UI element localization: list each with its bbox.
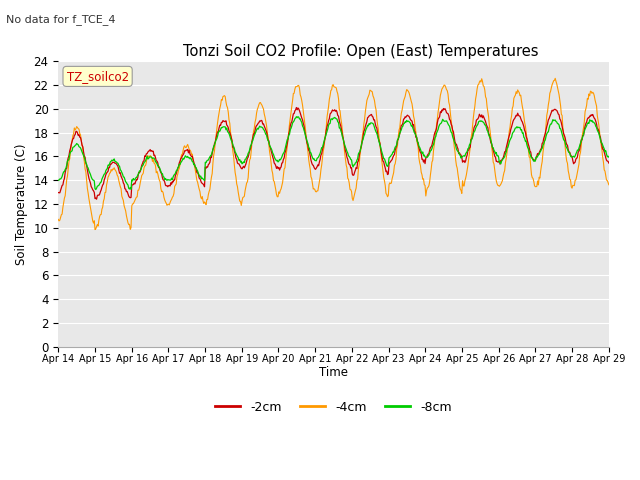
-4cm [552,75,559,81]
-4cm [401,94,409,99]
Legend: -2cm, -4cm, -8cm: -2cm, -4cm, -8cm [210,396,457,419]
-2cm [54,190,62,195]
-4cm [91,227,99,232]
-4cm [54,216,62,222]
-2cm [122,186,129,192]
Line: -8cm: -8cm [58,117,609,190]
Title: Tonzi Soil CO2 Profile: Open (East) Temperatures: Tonzi Soil CO2 Profile: Open (East) Temp… [183,44,539,59]
-2cm [292,105,300,110]
Line: -4cm: -4cm [58,78,609,229]
-2cm [605,160,612,166]
X-axis label: Time: Time [319,366,348,379]
-8cm [418,151,426,156]
-2cm [418,156,426,162]
-8cm [178,159,186,165]
-2cm [207,155,214,160]
-8cm [402,120,410,125]
-2cm [65,155,72,161]
-4cm [65,166,72,171]
-4cm [605,182,612,188]
Text: TZ_soilco2: TZ_soilco2 [67,70,129,83]
-8cm [122,179,129,185]
-8cm [207,153,214,158]
-8cm [605,154,612,160]
-4cm [207,180,214,185]
-2cm [178,155,186,161]
-8cm [92,187,100,192]
-4cm [178,152,186,157]
-4cm [417,169,425,175]
-2cm [402,114,410,120]
Line: -2cm: -2cm [58,108,609,199]
-8cm [292,114,300,120]
Y-axis label: Soil Temperature (C): Soil Temperature (C) [15,144,28,265]
-8cm [65,157,72,163]
Text: No data for f_TCE_4: No data for f_TCE_4 [6,14,116,25]
-4cm [122,208,129,214]
-2cm [93,196,100,202]
-8cm [54,177,62,183]
